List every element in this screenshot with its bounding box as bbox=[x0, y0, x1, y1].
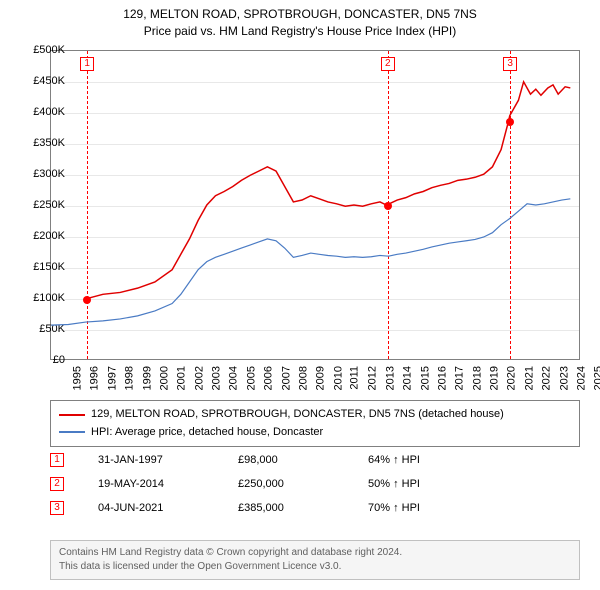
series-line-hpi bbox=[51, 199, 570, 325]
xtick-label: 2003 bbox=[211, 366, 223, 390]
xtick-label: 2023 bbox=[558, 366, 570, 390]
transaction-dot bbox=[83, 296, 91, 304]
xtick-label: 2014 bbox=[402, 366, 414, 390]
transaction-hpi: 70% ↑ HPI bbox=[368, 502, 420, 514]
title-line1: 129, MELTON ROAD, SPROTBROUGH, DONCASTER… bbox=[0, 6, 600, 23]
xtick-label: 1999 bbox=[141, 366, 153, 390]
transaction-date: 31-JAN-1997 bbox=[98, 454, 238, 466]
xtick-label: 2022 bbox=[541, 366, 553, 390]
xtick-label: 2000 bbox=[158, 366, 170, 390]
transaction-marker-box: 3 bbox=[503, 57, 517, 71]
xtick-label: 2002 bbox=[193, 366, 205, 390]
attribution-box: Contains HM Land Registry data © Crown c… bbox=[50, 540, 580, 580]
legend-row: 129, MELTON ROAD, SPROTBROUGH, DONCASTER… bbox=[59, 406, 571, 424]
transaction-hpi: 64% ↑ HPI bbox=[368, 454, 420, 466]
xtick-label: 2024 bbox=[575, 366, 587, 390]
xtick-label: 2005 bbox=[245, 366, 257, 390]
transaction-row-box: 1 bbox=[50, 453, 64, 467]
xtick-label: 2017 bbox=[454, 366, 466, 390]
transaction-date: 04-JUN-2021 bbox=[98, 502, 238, 514]
xtick-label: 2004 bbox=[228, 366, 240, 390]
transaction-dot bbox=[506, 118, 514, 126]
xtick-label: 2001 bbox=[176, 366, 188, 390]
xtick-label: 2006 bbox=[263, 366, 275, 390]
xtick-label: 2015 bbox=[419, 366, 431, 390]
transaction-table: 1 31-JAN-1997£98,00064% ↑ HPI 2 19-MAY-2014… bbox=[50, 448, 580, 520]
transaction-row: 2 19-MAY-2014£250,00050% ↑ HPI bbox=[50, 472, 580, 496]
transaction-row: 1 31-JAN-1997£98,00064% ↑ HPI bbox=[50, 448, 580, 472]
legend-swatch bbox=[59, 414, 85, 416]
xtick-label: 2019 bbox=[489, 366, 501, 390]
xtick-label: 1996 bbox=[89, 366, 101, 390]
xtick-label: 2009 bbox=[315, 366, 327, 390]
xtick-label: 1995 bbox=[71, 366, 83, 390]
xtick-label: 2016 bbox=[436, 366, 448, 390]
chart-lines-svg bbox=[51, 51, 579, 359]
xtick-label: 2021 bbox=[523, 366, 535, 390]
xtick-label: 2018 bbox=[471, 366, 483, 390]
transaction-row-box: 3 bbox=[50, 501, 64, 515]
legend-swatch bbox=[59, 431, 85, 433]
transaction-dot bbox=[384, 202, 392, 210]
xtick-label: 1998 bbox=[124, 366, 136, 390]
legend-label: 129, MELTON ROAD, SPROTBROUGH, DONCASTER… bbox=[91, 406, 504, 424]
chart-title-block: 129, MELTON ROAD, SPROTBROUGH, DONCASTER… bbox=[0, 0, 600, 40]
chart-plot-area: 1 2 3 bbox=[50, 50, 580, 360]
transaction-price: £98,000 bbox=[238, 454, 368, 466]
xtick-label: 2012 bbox=[367, 366, 379, 390]
transaction-price: £250,000 bbox=[238, 478, 368, 490]
transaction-row-box: 2 bbox=[50, 477, 64, 491]
attribution-line1: Contains HM Land Registry data © Crown c… bbox=[59, 546, 571, 560]
transaction-marker-box: 1 bbox=[80, 57, 94, 71]
transaction-row: 3 04-JUN-2021£385,00070% ↑ HPI bbox=[50, 496, 580, 520]
legend-label: HPI: Average price, detached house, Donc… bbox=[91, 424, 323, 442]
xtick-label: 2008 bbox=[297, 366, 309, 390]
xtick-label: 2011 bbox=[349, 366, 361, 390]
legend-box: 129, MELTON ROAD, SPROTBROUGH, DONCASTER… bbox=[50, 400, 580, 447]
xtick-label: 2020 bbox=[506, 366, 518, 390]
xtick-label: 2010 bbox=[332, 366, 344, 390]
xtick-label: 1997 bbox=[106, 366, 118, 390]
transaction-marker-box: 2 bbox=[381, 57, 395, 71]
series-line-property bbox=[87, 82, 570, 299]
xtick-label: 2025 bbox=[593, 366, 600, 390]
transaction-date: 19-MAY-2014 bbox=[98, 478, 238, 490]
transaction-price: £385,000 bbox=[238, 502, 368, 514]
legend-row: HPI: Average price, detached house, Donc… bbox=[59, 424, 571, 442]
title-line2: Price paid vs. HM Land Registry's House … bbox=[0, 23, 600, 40]
transaction-hpi: 50% ↑ HPI bbox=[368, 478, 420, 490]
xtick-label: 2013 bbox=[384, 366, 396, 390]
attribution-line2: This data is licensed under the Open Gov… bbox=[59, 560, 571, 574]
xtick-label: 2007 bbox=[280, 366, 292, 390]
